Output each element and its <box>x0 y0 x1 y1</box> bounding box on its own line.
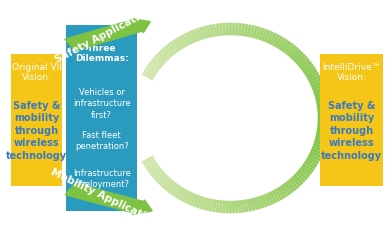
FancyBboxPatch shape <box>66 25 137 211</box>
FancyArrow shape <box>65 18 150 51</box>
FancyBboxPatch shape <box>320 55 383 186</box>
Text: Original VII
Vision:: Original VII Vision: <box>12 63 62 82</box>
Text: Mobility Applications: Mobility Applications <box>49 168 165 230</box>
Text: Safety &
mobility
through
wireless
technology: Safety & mobility through wireless techn… <box>321 101 382 161</box>
Text: Fast fleet
penetration?: Fast fleet penetration? <box>75 131 128 151</box>
Text: Three
Dilemmas:: Three Dilemmas: <box>75 44 128 63</box>
Text: Infrastructure
deployment?: Infrastructure deployment? <box>73 169 131 189</box>
FancyBboxPatch shape <box>11 55 62 186</box>
Text: IntelliDrive™
Vision:: IntelliDrive™ Vision: <box>322 63 381 82</box>
FancyArrow shape <box>65 183 152 214</box>
Text: Safety Applications: Safety Applications <box>53 3 160 66</box>
Text: Vehicles or
infrastructure
first?: Vehicles or infrastructure first? <box>73 88 131 120</box>
Text: Safety &
mobility
through
wireless
technology: Safety & mobility through wireless techn… <box>6 101 67 161</box>
